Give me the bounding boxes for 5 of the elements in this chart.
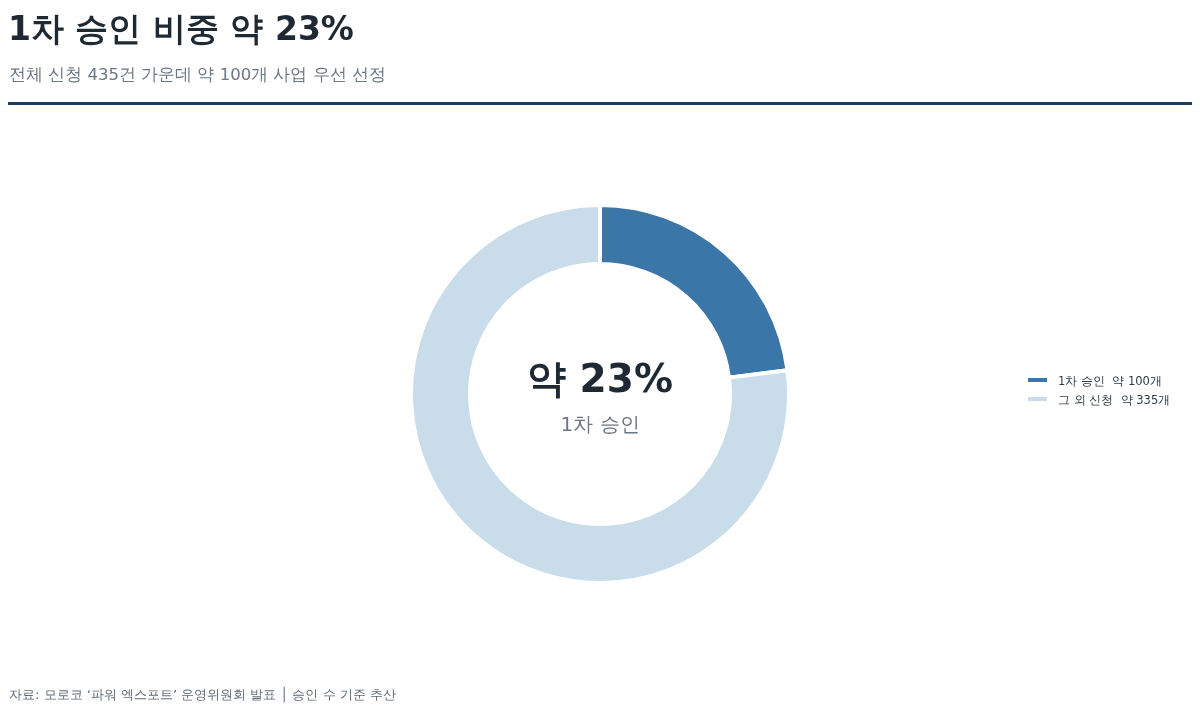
center-value: 약 23%: [527, 356, 673, 401]
center-label: 1차 승인: [560, 412, 640, 436]
subtitle: 전체 신청 435건 가운데 약 100개 사업 우선 선정: [9, 65, 386, 84]
title: 1차 승인 비중 약 23%: [8, 9, 354, 48]
source-note: 자료: 모로코 ‘파워 엑스포트’ 운영위원회 발표 │ 승인 수 기준 추산: [9, 687, 396, 702]
